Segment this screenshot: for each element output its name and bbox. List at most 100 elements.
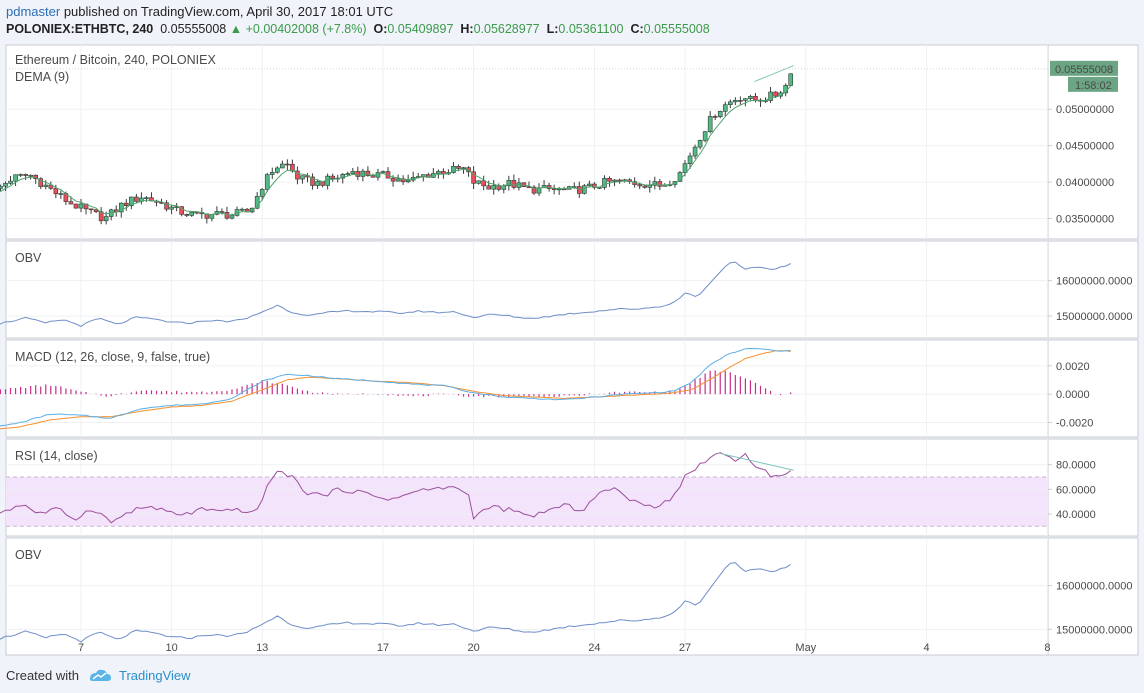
rsi-band <box>6 477 1048 527</box>
candle <box>103 216 109 222</box>
candle <box>602 178 607 188</box>
last-price-badge-text: 0.05555008 <box>1055 64 1113 76</box>
candle <box>280 163 285 169</box>
pane-3-frame <box>5 339 1139 438</box>
obv-bottom-pane-title: OBV <box>15 548 42 562</box>
high-label: H: <box>460 22 474 36</box>
y-tick-label: 15000000.0000 <box>1056 624 1132 636</box>
candle <box>637 184 643 187</box>
candle <box>491 185 497 190</box>
candle <box>345 173 351 175</box>
price-trendline <box>754 65 794 83</box>
candle <box>395 178 401 182</box>
candle <box>697 140 703 148</box>
tradingview-brand-link[interactable]: TradingView <box>118 667 191 683</box>
candle <box>451 165 456 173</box>
candle <box>607 178 612 182</box>
candle <box>118 202 124 213</box>
last-price-badge <box>1050 60 1118 76</box>
rsi-pane-title: RSI (14, close) <box>15 449 98 463</box>
candle <box>722 104 728 112</box>
publish-header: pdmaster published on TradingView.com, A… <box>6 3 393 20</box>
candle <box>189 211 195 216</box>
created-with-label: Created with <box>6 667 79 683</box>
candle <box>340 174 346 179</box>
footer: Created with TradingView <box>6 667 191 683</box>
candle <box>98 211 104 222</box>
candle <box>164 202 169 210</box>
price-change: +0.00402008 (+7.8%) <box>245 22 367 36</box>
candle <box>692 146 698 157</box>
candle <box>657 181 663 187</box>
candle <box>712 116 718 118</box>
candle <box>541 185 547 189</box>
y-tick-label: 16000000.0000 <box>1056 276 1132 288</box>
candle <box>315 181 320 186</box>
candle <box>738 100 743 102</box>
candle <box>350 171 356 174</box>
candle <box>68 201 74 205</box>
candle <box>0 185 3 189</box>
candle <box>23 174 28 176</box>
author-link[interactable]: pdmaster <box>6 4 61 19</box>
candle <box>129 196 134 206</box>
candle <box>768 91 773 101</box>
rsi-line <box>0 452 791 524</box>
macd-line <box>0 347 791 427</box>
y-tick-label: 40.0000 <box>1056 509 1096 521</box>
candle <box>682 163 688 173</box>
x-tick-label: 24 <box>588 642 600 654</box>
candle <box>310 176 315 186</box>
candle <box>506 180 512 187</box>
countdown-badge <box>1068 76 1118 92</box>
candle <box>295 170 300 180</box>
candle <box>204 213 210 219</box>
candle <box>582 185 587 194</box>
candle <box>38 178 44 187</box>
close-label: C: <box>630 22 644 36</box>
x-tick-label: May <box>795 642 816 654</box>
dema-line <box>0 85 792 216</box>
countdown-badge-text: 1:58:02 <box>1075 80 1112 92</box>
candle <box>43 184 49 187</box>
low-label: L: <box>546 22 559 36</box>
open-label: O: <box>373 22 388 36</box>
candle <box>642 185 648 188</box>
candle <box>405 179 411 183</box>
candle <box>516 182 522 188</box>
y-tick-label: 0.03500000 <box>1056 213 1114 225</box>
tradingview-logo-icon <box>89 669 111 681</box>
candle <box>476 180 481 184</box>
candle <box>773 91 778 97</box>
pane-2-frame <box>5 240 1139 339</box>
candle <box>717 111 723 117</box>
candle <box>53 188 59 195</box>
candle <box>73 203 79 209</box>
x-tick-label: 7 <box>78 642 84 654</box>
candle <box>179 206 184 215</box>
dema-indicator-label: DEMA (9) <box>15 70 69 84</box>
x-tick-label: 27 <box>679 642 691 654</box>
candle <box>687 155 693 164</box>
candle <box>486 185 492 190</box>
candle <box>264 174 270 190</box>
candle <box>88 208 94 211</box>
open-value: 0.05409897 <box>387 22 454 36</box>
obv-pane-title: OBV <box>15 251 42 265</box>
candle <box>390 177 396 182</box>
candle <box>78 203 84 209</box>
candle <box>471 171 476 184</box>
pane-1-frame <box>5 44 1139 240</box>
x-tick-label: 10 <box>165 642 177 654</box>
candle <box>481 180 486 187</box>
candle <box>274 167 280 173</box>
candle <box>184 214 189 216</box>
candle <box>48 184 54 189</box>
x-tick-label: 13 <box>256 642 268 654</box>
candle <box>743 98 748 101</box>
candle <box>28 174 33 177</box>
candle <box>592 183 597 188</box>
candle <box>8 180 13 184</box>
y-tick-label: 0.04000000 <box>1056 177 1114 189</box>
